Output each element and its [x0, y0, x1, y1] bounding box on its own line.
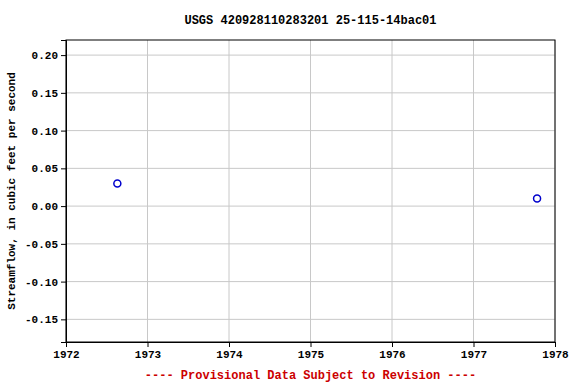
tick-mark — [61, 55, 66, 56]
tick: 1978 — [542, 342, 569, 361]
tick-mark — [61, 93, 66, 94]
annotation: ---- Provisional Data Subject to Revisio… — [145, 369, 476, 383]
tick: 0.05 — [32, 163, 66, 175]
tick: -0.10 — [25, 277, 66, 289]
tick-mark — [61, 319, 66, 320]
tick: 0.15 — [32, 88, 66, 100]
tick: 1972 — [53, 342, 79, 361]
tick: 1974 — [216, 342, 243, 361]
grid-line — [147, 40, 148, 342]
tick-label: 0.10 — [32, 126, 58, 138]
x-axis: 1972 1973 1974 1975 1976 1977 1978 — [53, 342, 569, 361]
tick-mark — [474, 342, 475, 347]
tick-label: -0.05 — [25, 239, 58, 251]
tick-label: 0.15 — [32, 88, 59, 100]
tick: -0.15 — [25, 314, 66, 326]
tick-label: 0.00 — [32, 201, 58, 213]
tick-label: 1977 — [461, 349, 487, 361]
point — [534, 195, 541, 202]
points — [114, 180, 541, 202]
tick-label: 1974 — [216, 349, 243, 361]
axis-line — [67, 343, 556, 348]
axis-line — [61, 41, 67, 343]
tick-mark — [61, 244, 66, 245]
tick-label: 1976 — [379, 349, 405, 361]
tick-label: 1975 — [298, 349, 325, 361]
tick-mark — [555, 342, 556, 347]
tick-label: -0.15 — [25, 314, 58, 326]
tick-label: 0.05 — [32, 163, 59, 175]
y-axis-title: Streamflow, in cubic feet per second — [6, 72, 18, 310]
tick-label: 1978 — [542, 349, 569, 361]
chart: 1972197319741975197619771978-0.15-0.10-0… — [0, 0, 576, 384]
tick-mark — [229, 342, 230, 347]
tick-label: -0.10 — [25, 277, 58, 289]
tick-label: 1973 — [135, 349, 162, 361]
point — [114, 180, 121, 187]
tick: 1977 — [461, 342, 487, 361]
tick-mark — [148, 342, 149, 347]
tick: 0.20 — [32, 50, 66, 62]
tick: 1973 — [135, 342, 162, 361]
grid-line — [473, 40, 474, 342]
grid-line — [229, 40, 230, 342]
grid — [66, 40, 555, 342]
tick-mark — [392, 342, 393, 347]
tick-mark — [61, 282, 66, 283]
tick: 1976 — [379, 342, 405, 361]
tick-mark — [61, 131, 66, 132]
y-axis: -0.15 -0.10 -0.05 0.00 0.05 0.10 0.15 0.20 — [25, 41, 67, 343]
title: USGS 420928110283201 25-115-14bac01 — [184, 14, 436, 28]
plot-frame — [66, 40, 555, 342]
grid-line — [392, 40, 393, 342]
tick-label: 1972 — [53, 349, 79, 361]
tick: 0.10 — [32, 126, 66, 138]
tick: 1975 — [298, 342, 325, 361]
tick-mark — [61, 206, 66, 207]
tick: -0.05 — [25, 239, 66, 251]
tick-label: 0.20 — [32, 50, 58, 62]
tick: 0.00 — [32, 201, 66, 213]
grid-line — [310, 40, 311, 342]
tick-mark — [311, 342, 312, 347]
tick-mark — [61, 168, 66, 169]
plot: 1972197319741975197619771978-0.15-0.10-0… — [25, 40, 569, 361]
